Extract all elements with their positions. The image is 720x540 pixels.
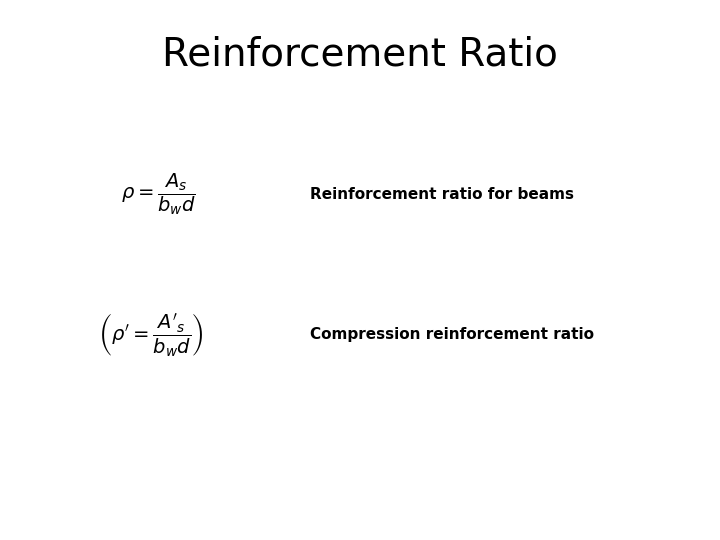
Text: $\rho = \dfrac{A_s}{b_w d}$: $\rho = \dfrac{A_s}{b_w d}$ [121,172,196,217]
Text: Reinforcement Ratio: Reinforcement Ratio [162,35,558,73]
Text: $\left(\rho' = \dfrac{A'_s}{b_w d}\right)$: $\left(\rho' = \dfrac{A'_s}{b_w d}\right… [99,311,204,359]
Text: Reinforcement ratio for beams: Reinforcement ratio for beams [310,187,574,202]
Text: Compression reinforcement ratio: Compression reinforcement ratio [310,327,593,342]
